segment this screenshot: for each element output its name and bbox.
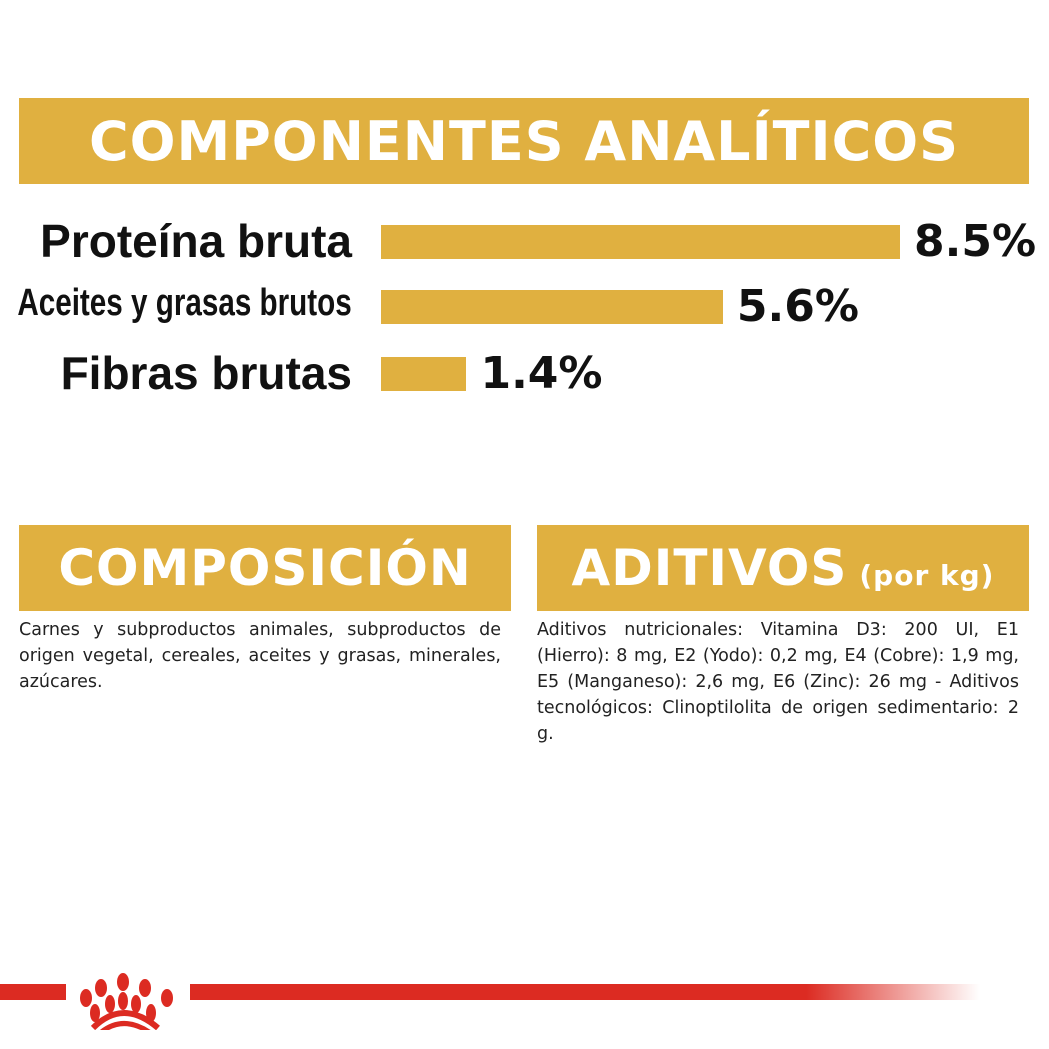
analytic-value: 8.5% [914, 216, 1037, 267]
analytic-bar [381, 357, 467, 391]
additives-text: Aditivos nutricionales: Vitamina D3: 200… [537, 620, 1019, 744]
composition-header: COMPOSICIÓN [19, 525, 511, 611]
analytic-label: Proteína bruta [40, 215, 352, 267]
additives-header: ADITIVOS (por kg) [537, 525, 1029, 611]
additives-title: ADITIVOS [571, 539, 848, 597]
header-title: COMPONENTES ANALÍTICOS [88, 109, 960, 173]
analytic-value: 5.6% [736, 281, 859, 332]
analytic-bar [381, 225, 900, 259]
royal-canin-crown-logo-icon [80, 973, 173, 1030]
analytic-value: 1.4% [480, 348, 603, 399]
analytic-label: Fibras brutas [60, 347, 352, 399]
analytic-label: Aceites y grasas brutos [17, 282, 352, 324]
composition-title: COMPOSICIÓN [58, 539, 472, 597]
analytic-row-fibre: Fibras brutas 1.4% [0, 347, 1049, 399]
brand-line-left [0, 984, 66, 1000]
composition-text: Carnes y subproductos animales, subprodu… [19, 620, 501, 692]
analytic-row-oils: Aceites y grasas brutos 5.6% [0, 281, 1049, 332]
additives-unit: (por kg) [859, 558, 995, 592]
brand-line-right [190, 984, 980, 1000]
analytic-bar [381, 290, 723, 324]
analytical-components-header: COMPONENTES ANALÍTICOS [19, 98, 1029, 184]
analytic-row-protein: Proteína bruta 8.5% [0, 215, 1049, 267]
